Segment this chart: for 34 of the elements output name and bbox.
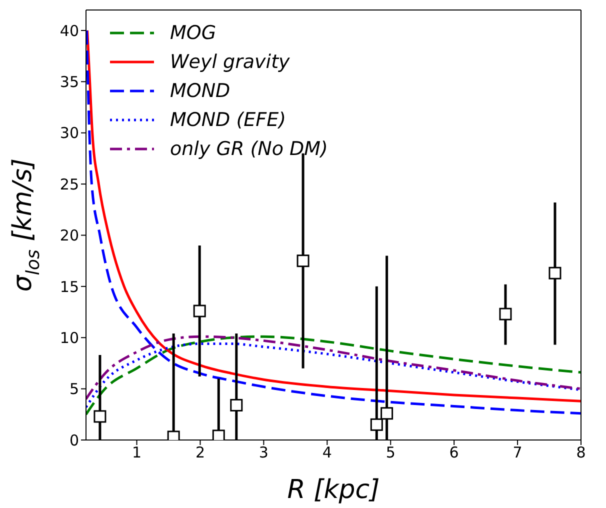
- line-series: [86, 335, 581, 400]
- point: [370, 418, 383, 431]
- y-tick-label: 10: [60, 328, 79, 347]
- point: [296, 254, 310, 268]
- x-tick-label: 4: [322, 444, 332, 462]
- point: [193, 304, 206, 318]
- x-tick-label: 2: [195, 444, 206, 462]
- point: [212, 430, 225, 440]
- y-tick-label: 30: [60, 124, 79, 142]
- legend-label: only GR (No DM): [170, 138, 328, 160]
- legend-label: MOG: [170, 22, 216, 44]
- x-tick-label: 7: [512, 444, 522, 462]
- x-tick-label: 1: [132, 444, 142, 462]
- y-tick-label: 40: [60, 22, 79, 40]
- x-tick-label: 8: [576, 444, 586, 462]
- y-tick-label: 35: [60, 72, 79, 91]
- point: [499, 308, 512, 320]
- x-tick-label: 5: [386, 444, 396, 462]
- x-tick-label: 3: [258, 444, 268, 462]
- y-tick-label: 5: [69, 380, 79, 398]
- point: [380, 407, 394, 420]
- line-series: [86, 335, 581, 416]
- legend-label: MOND: [170, 80, 230, 102]
- y-tick-label: 15: [60, 278, 79, 296]
- y-tick-label: 25: [60, 175, 79, 194]
- x-tick-label: 6: [449, 444, 459, 462]
- legend-label: Weyl gravity: [170, 50, 290, 72]
- point: [230, 398, 243, 412]
- y-tick-label: 0: [69, 431, 79, 450]
- point: [548, 266, 562, 280]
- point: [94, 410, 106, 423]
- y-tick-label: 20: [60, 226, 79, 245]
- legend-label: MOND (EFE): [170, 108, 286, 130]
- x-axis-title: R [kpc]: [287, 475, 380, 505]
